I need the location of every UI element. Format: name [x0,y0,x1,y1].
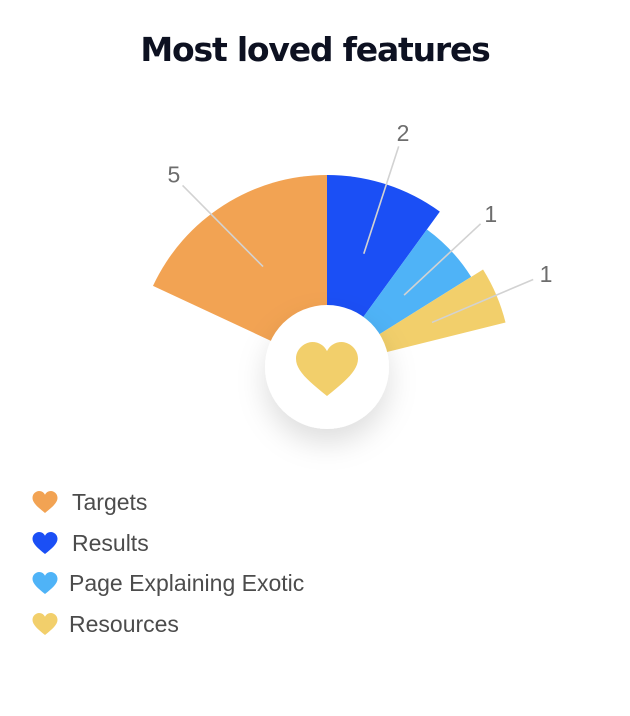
leader-line-resources [431,278,534,324]
heart-icon [32,491,58,513]
value-label-targets: 5 [167,161,180,187]
legend-label: Page Explaining Exotic [69,570,305,596]
legend-label: Targets [72,489,148,515]
chart-title: Most loved features [140,30,490,69]
value-label-results: 2 [397,120,410,146]
heart-icon [32,612,58,635]
slice-targets [152,175,327,367]
value-label-resources: 1 [540,261,553,287]
leader-line-page-explaining-exotic [403,223,482,296]
heart-icon [296,342,358,396]
heart-icon [32,531,58,554]
legend-label: Results [72,529,149,556]
leader-line-results [363,146,400,255]
legend-label: Resources [69,610,179,637]
heart-icon [32,572,58,594]
leader-line-targets [182,184,264,268]
value-label-page-explaining-exotic: 1 [484,201,497,227]
